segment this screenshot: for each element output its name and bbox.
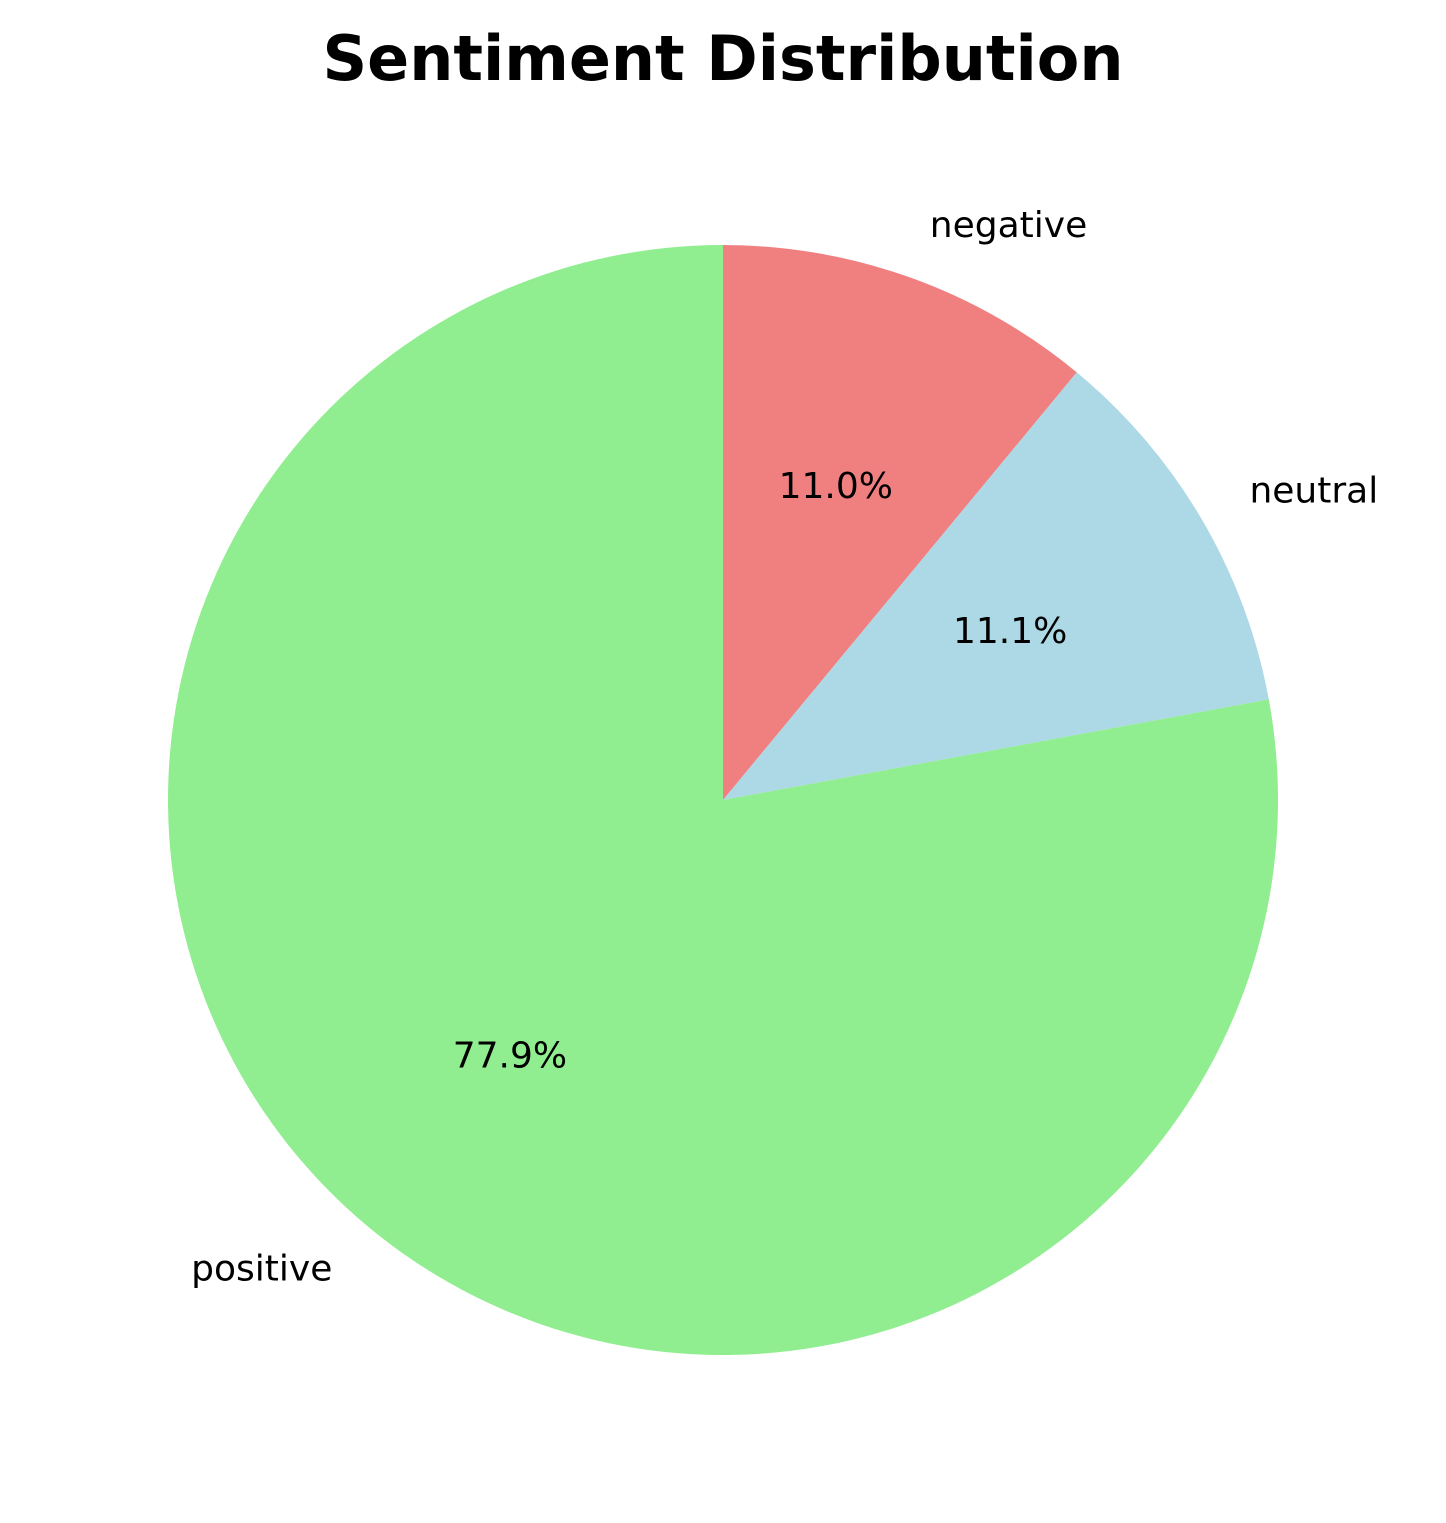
pie-slice-positive bbox=[168, 245, 1278, 1355]
pie-labels: 11.0% negative 11.1% neutral 77.9% positive bbox=[191, 205, 1378, 1290]
pie-slice-negative bbox=[723, 245, 1077, 800]
pie-slices bbox=[168, 245, 1278, 1355]
slice-label-negative: negative bbox=[930, 205, 1087, 246]
pie-slice-neutral bbox=[723, 372, 1269, 800]
pct-label-neutral: 11.1% bbox=[953, 611, 1067, 652]
chart-title: Sentiment Distribution bbox=[322, 22, 1124, 95]
slice-label-neutral: neutral bbox=[1249, 470, 1378, 511]
slice-label-positive: positive bbox=[191, 1249, 332, 1290]
pct-label-negative: 11.0% bbox=[779, 466, 893, 507]
pct-label-positive: 77.9% bbox=[453, 1035, 567, 1076]
